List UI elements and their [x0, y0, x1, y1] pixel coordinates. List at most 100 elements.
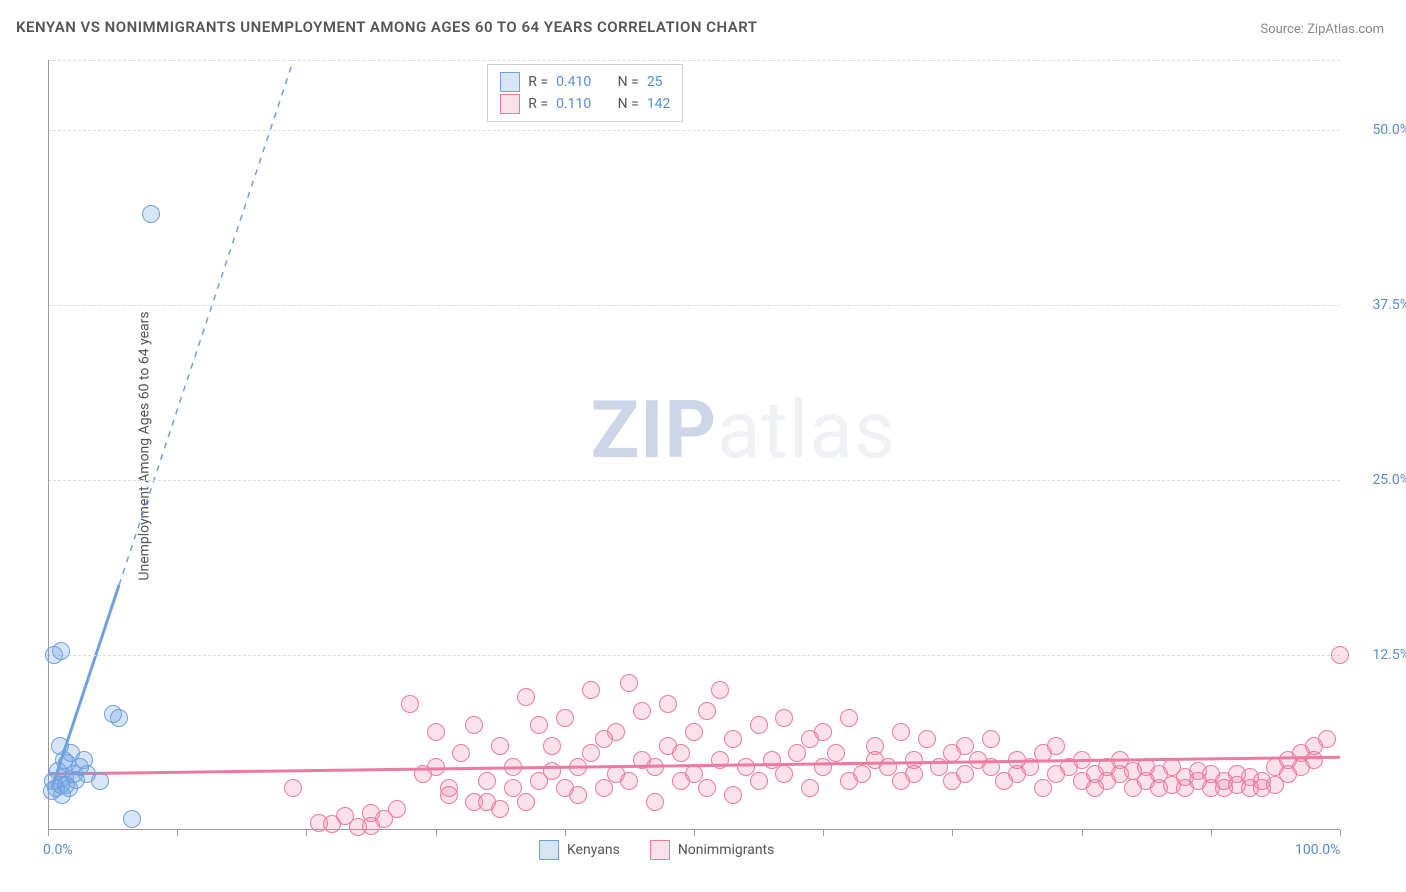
n-label: N =	[618, 71, 639, 93]
data-point	[401, 695, 419, 713]
data-point	[892, 723, 910, 741]
legend-correlation-row: R = 0.110 N = 142	[500, 93, 670, 115]
data-point	[814, 758, 832, 776]
x-tick	[823, 830, 824, 836]
plot-svg	[48, 60, 1340, 830]
data-point	[427, 723, 445, 741]
data-point	[440, 786, 458, 804]
x-tick	[48, 830, 49, 836]
data-point	[672, 744, 690, 762]
y-tick-label: 12.5%	[1350, 647, 1406, 663]
gridline	[48, 305, 1340, 306]
data-point	[595, 779, 613, 797]
data-point	[1331, 646, 1349, 664]
data-point	[142, 205, 160, 223]
data-point	[123, 810, 141, 828]
series-legend: Kenyans Nonimmigrants	[539, 840, 774, 860]
data-point	[569, 758, 587, 776]
x-tick	[1340, 830, 1341, 836]
data-point	[827, 744, 845, 762]
x-tick	[952, 830, 953, 836]
data-point	[711, 751, 729, 769]
data-point	[646, 793, 664, 811]
data-point	[788, 744, 806, 762]
data-point	[582, 681, 600, 699]
r-label: R =	[528, 71, 548, 93]
legend-correlation-row: R = 0.410 N = 25	[500, 71, 670, 93]
data-point	[1047, 737, 1065, 755]
data-point	[284, 779, 302, 797]
data-point	[1318, 730, 1336, 748]
x-tick	[1211, 830, 1212, 836]
x-tick	[1082, 830, 1083, 836]
data-point	[1034, 779, 1052, 797]
correlation-legend: R = 0.410 N = 25R = 0.110 N = 142	[487, 64, 683, 122]
data-point	[517, 793, 535, 811]
data-point	[801, 779, 819, 797]
data-point	[607, 723, 625, 741]
data-point	[775, 709, 793, 727]
legend-swatch	[650, 840, 670, 860]
data-point	[465, 716, 483, 734]
data-point	[724, 786, 742, 804]
legend-series-label: Kenyans	[567, 842, 620, 858]
data-point	[840, 709, 858, 727]
x-tick	[436, 830, 437, 836]
legend-series-label: Nonimmigrants	[678, 842, 775, 858]
n-value: 25	[647, 71, 663, 93]
data-point	[775, 765, 793, 783]
x-tick-label: 100.0%	[1295, 842, 1340, 858]
r-value: 0.410	[556, 71, 591, 93]
data-point	[685, 723, 703, 741]
legend-swatch	[500, 72, 520, 92]
x-tick	[177, 830, 178, 836]
data-point	[110, 709, 128, 727]
gridline	[48, 60, 1340, 61]
source-label: Source: ZipAtlas.com	[1260, 22, 1384, 37]
data-point	[659, 695, 677, 713]
data-point	[905, 765, 923, 783]
data-point	[543, 737, 561, 755]
data-point	[582, 744, 600, 762]
data-point	[711, 681, 729, 699]
data-point	[620, 772, 638, 790]
trend-line-extrapolated	[119, 60, 293, 585]
x-tick-label: 0.0%	[43, 842, 73, 858]
data-point	[556, 709, 574, 727]
data-point	[698, 779, 716, 797]
data-point	[750, 772, 768, 790]
data-point	[956, 765, 974, 783]
data-point	[543, 762, 561, 780]
x-tick	[694, 830, 695, 836]
legend-swatch	[500, 94, 520, 114]
data-point	[853, 765, 871, 783]
plot-area: ZIPatlas 12.5%25.0%37.5%50.0%0.0%100.0%	[48, 60, 1340, 830]
chart-title: KENYAN VS NONIMMIGRANTS UNEMPLOYMENT AMO…	[16, 18, 758, 36]
gridline	[48, 480, 1340, 481]
data-point	[52, 642, 70, 660]
n-label: N =	[618, 93, 639, 115]
data-point	[1021, 758, 1039, 776]
y-tick-label: 37.5%	[1350, 297, 1406, 313]
data-point	[698, 702, 716, 720]
data-point	[91, 772, 109, 790]
gridline	[48, 655, 1340, 656]
r-value: 0.110	[556, 93, 591, 115]
x-tick	[565, 830, 566, 836]
data-point	[491, 737, 509, 755]
gridline	[48, 130, 1340, 131]
y-axis-line	[48, 60, 49, 830]
data-point	[724, 730, 742, 748]
data-point	[646, 758, 664, 776]
data-point	[51, 737, 69, 755]
y-tick-label: 50.0%	[1350, 122, 1406, 138]
data-point	[918, 730, 936, 748]
r-label: R =	[528, 93, 548, 115]
legend-series-item: Nonimmigrants	[650, 840, 775, 860]
data-point	[504, 758, 522, 776]
data-point	[814, 723, 832, 741]
data-point	[569, 786, 587, 804]
x-tick	[306, 830, 307, 836]
legend-series-item: Kenyans	[539, 840, 620, 860]
data-point	[478, 772, 496, 790]
